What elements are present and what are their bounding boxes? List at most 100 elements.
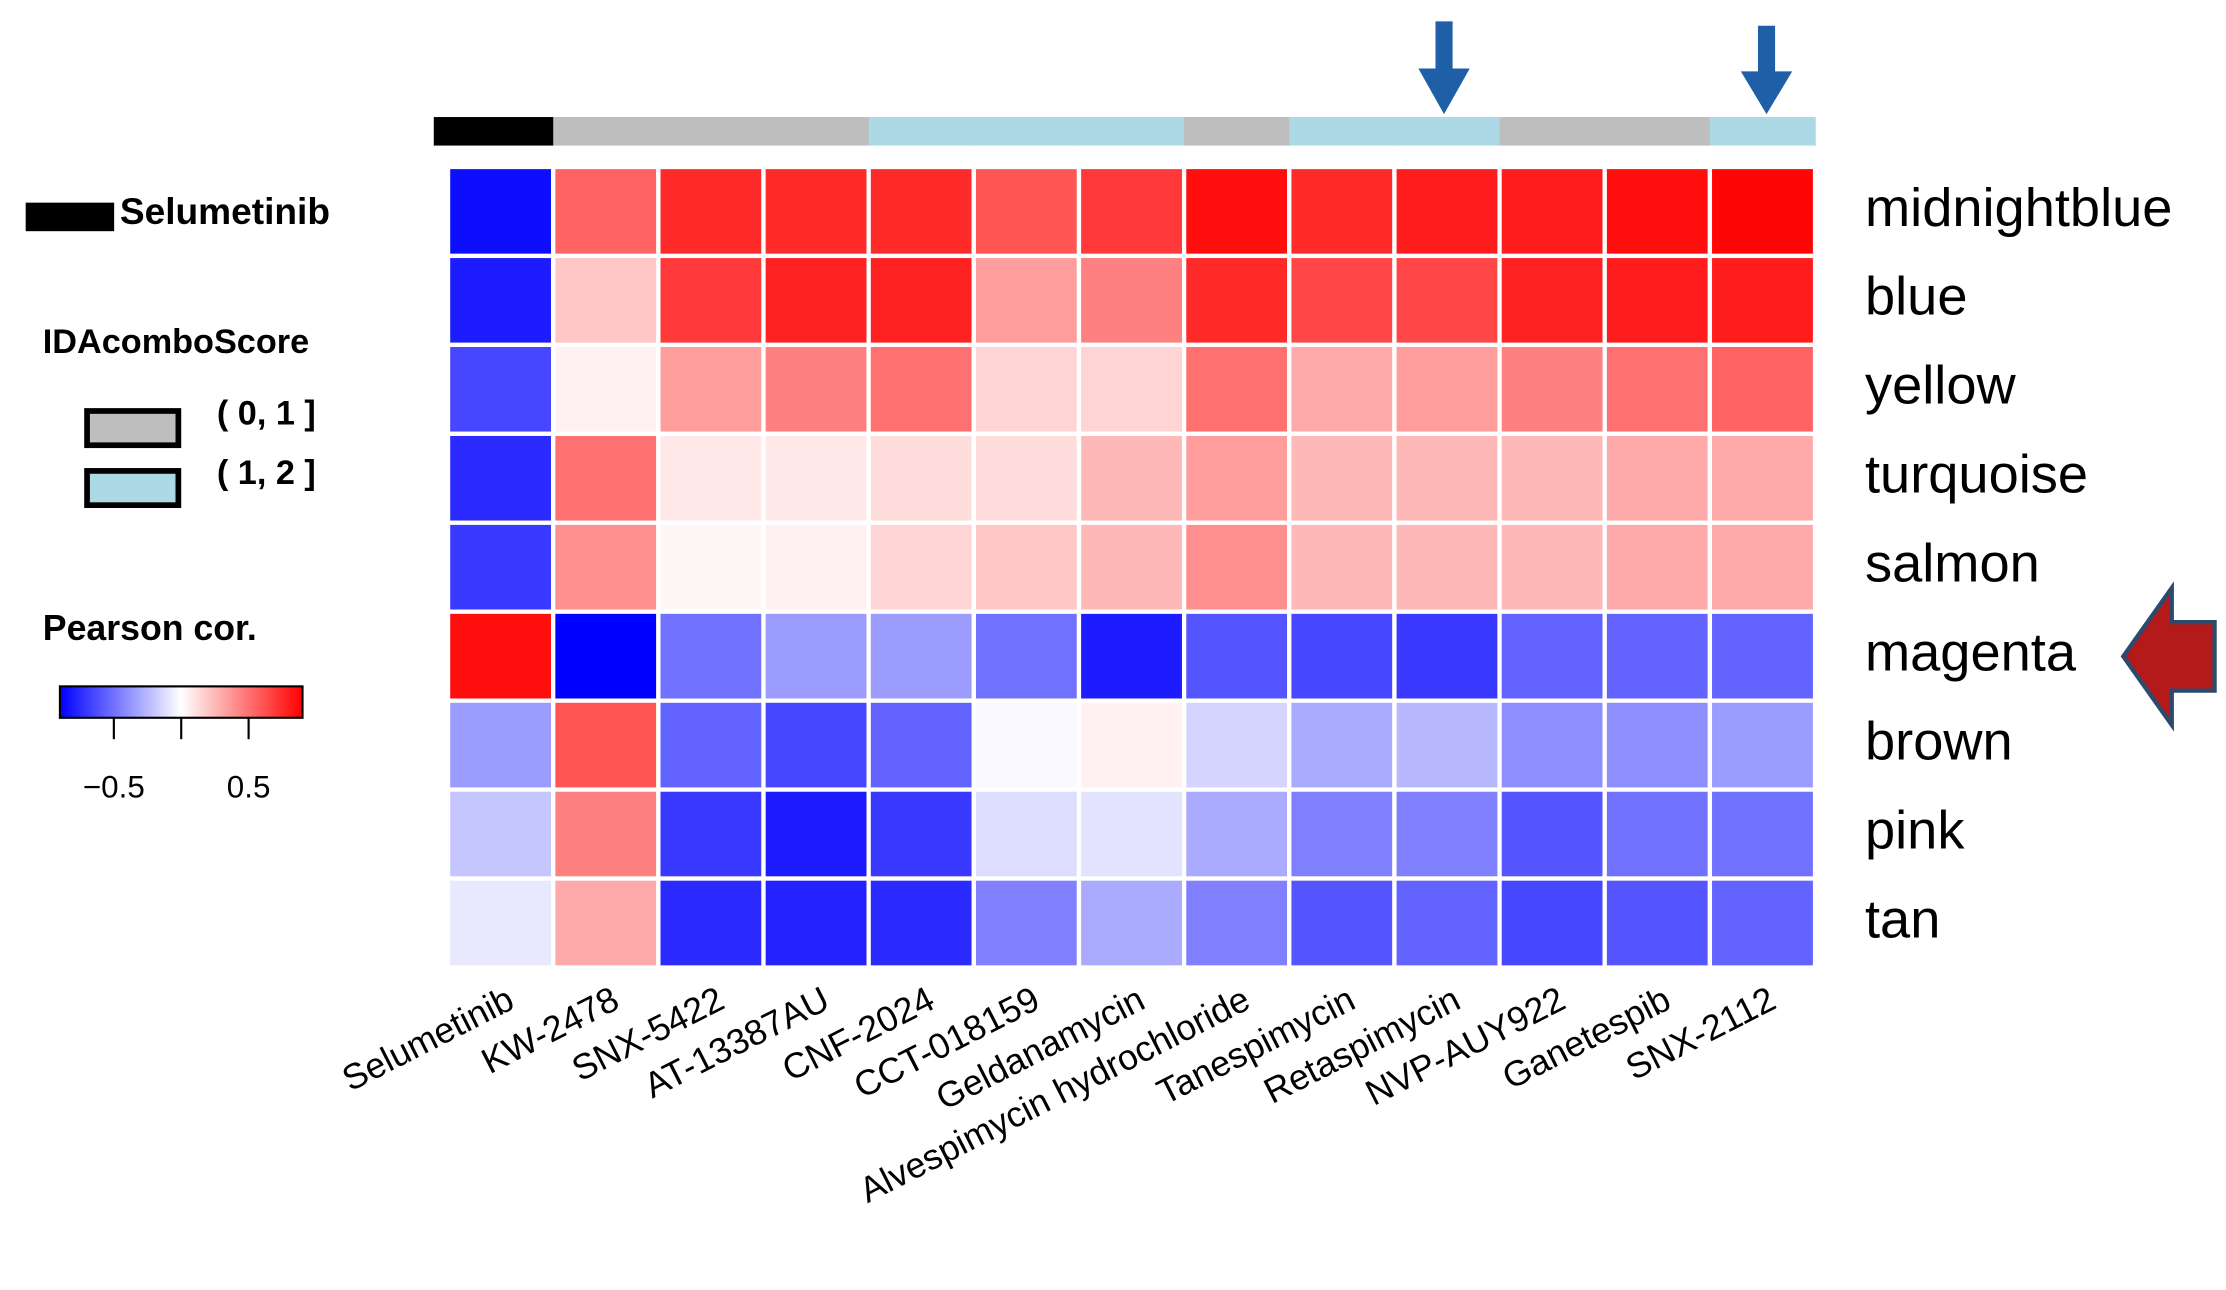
heatmap-cell	[656, 787, 766, 881]
heatmap-cell	[866, 164, 976, 259]
heatmap-cell	[761, 253, 871, 348]
heatmap-cell	[1707, 431, 1818, 525]
heatmap-cell	[445, 609, 556, 703]
heatmap-cell	[551, 342, 661, 436]
legend-swatch	[25, 202, 115, 232]
heatmap-cell	[1602, 431, 1713, 525]
heatmap-cell	[1497, 698, 1607, 792]
legend-label: ( 1, 2 ]	[217, 454, 316, 492]
annotation-cell	[763, 117, 870, 146]
heatmap-cell	[656, 698, 766, 792]
heatmap-cell	[1392, 787, 1502, 881]
heatmap-cell	[1287, 431, 1397, 525]
heatmap-cell	[1181, 431, 1292, 525]
heatmap-cell	[971, 876, 1082, 970]
legend-swatch	[84, 408, 182, 449]
heatmap-cell	[1392, 609, 1502, 703]
heatmap-cell	[1287, 876, 1397, 970]
row-label: tan	[1865, 889, 1940, 949]
legend-swatch	[84, 468, 182, 509]
heatmap-cell	[445, 253, 556, 348]
heatmap-cell	[1707, 698, 1818, 792]
heatmap-cell	[1076, 698, 1187, 792]
heatmap-cell	[445, 787, 556, 881]
row-label: salmon	[1865, 534, 2040, 594]
annotation-cell	[1394, 117, 1501, 146]
heatmap-cell	[551, 164, 661, 259]
heatmap-cell	[1497, 876, 1607, 970]
heatmap-cell	[1602, 876, 1713, 970]
heatmap-cell	[1076, 609, 1187, 703]
annotation-cell	[868, 117, 975, 146]
heatmap-cell	[1076, 431, 1187, 525]
heatmap-cell	[866, 876, 976, 970]
heatmap-cell	[971, 698, 1082, 792]
heatmap-cell	[971, 431, 1082, 525]
heatmap-cell	[1602, 342, 1713, 436]
heatmap-cell	[1497, 787, 1607, 881]
heatmap-cell	[1602, 787, 1713, 881]
heatmap-cell	[1707, 787, 1818, 881]
heatmap-cell	[971, 342, 1082, 436]
heatmap-cell	[971, 787, 1082, 881]
heatmap-cell	[1602, 609, 1713, 703]
annotation-cell	[1709, 117, 1816, 146]
annotation-cell	[658, 117, 765, 146]
heatmap-cell	[1707, 520, 1818, 614]
group-legend-title: IDAcomboScore	[43, 323, 309, 361]
heatmap-cell	[971, 253, 1082, 348]
row-label: pink	[1865, 800, 1965, 860]
heatmap-cell	[761, 520, 871, 614]
heatmap-cell	[1497, 164, 1607, 259]
heatmap-cell	[1707, 876, 1818, 970]
heatmap-cell	[1287, 787, 1397, 881]
heatmap-cell	[866, 787, 976, 881]
heatmap-cell	[551, 787, 661, 881]
heatmap-cell	[1602, 164, 1713, 259]
heatmap-cell	[1602, 698, 1713, 792]
heatmap-cell	[1602, 520, 1713, 614]
heatmap-cell	[866, 253, 976, 348]
colorbar-title: Pearson cor.	[43, 608, 257, 648]
heatmap-cell	[1707, 609, 1818, 703]
colorbar-tick-label: −0.5	[83, 769, 145, 804]
heatmap-cell	[1181, 342, 1292, 436]
heatmap-cell	[656, 609, 766, 703]
annotation-cell	[1289, 117, 1396, 146]
heatmap-cell	[1287, 520, 1397, 614]
legend-label: Selumetinib	[120, 190, 330, 232]
heatmap-cell	[761, 698, 871, 792]
heatmap-cell	[1497, 609, 1607, 703]
annotation-cell	[1078, 117, 1185, 146]
heatmap-cell	[761, 342, 871, 436]
heatmap-cell	[1497, 431, 1607, 525]
heatmap-cell	[1602, 253, 1713, 348]
heatmap-cell	[445, 164, 556, 259]
heatmap-cell	[1181, 698, 1292, 792]
heatmap-cell	[445, 876, 556, 970]
heatmap-cell	[1392, 698, 1502, 792]
annotation-cell	[433, 117, 554, 146]
heatmap-cell	[1707, 164, 1818, 259]
heatmap-cell	[866, 698, 976, 792]
heatmap-cell	[1287, 698, 1397, 792]
row-label: yellow	[1865, 356, 2017, 416]
heatmap-cell	[551, 609, 661, 703]
heatmap-cell	[551, 520, 661, 614]
heatmap-cell	[656, 431, 766, 525]
heatmap-cell	[1076, 787, 1187, 881]
heatmap-cell	[445, 431, 556, 525]
heatmap-cell	[551, 431, 661, 525]
heatmap-cell	[656, 253, 766, 348]
heatmap-cell	[1181, 520, 1292, 614]
colorbar-tick-label: 0.5	[227, 769, 271, 804]
heatmap-cell	[1392, 342, 1502, 436]
heatmap-cell	[1287, 342, 1397, 436]
heatmap-cell	[551, 253, 661, 348]
heatmap-cell	[1181, 253, 1292, 348]
heatmap-cell	[1497, 253, 1607, 348]
heatmap-cell	[1287, 253, 1397, 348]
heatmap-cell	[1497, 520, 1607, 614]
heatmap-cell	[971, 520, 1082, 614]
